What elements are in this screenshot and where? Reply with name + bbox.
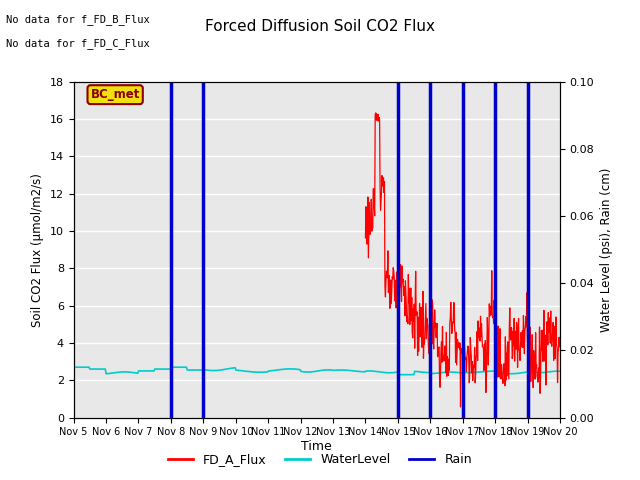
X-axis label: Time: Time (301, 440, 332, 453)
Y-axis label: Soil CO2 Flux (μmol/m2/s): Soil CO2 Flux (μmol/m2/s) (31, 173, 44, 326)
Text: No data for f_FD_B_Flux: No data for f_FD_B_Flux (6, 14, 150, 25)
Text: BC_met: BC_met (90, 88, 140, 101)
Legend: FD_A_Flux, WaterLevel, Rain: FD_A_Flux, WaterLevel, Rain (163, 448, 477, 471)
Text: No data for f_FD_C_Flux: No data for f_FD_C_Flux (6, 38, 150, 49)
Y-axis label: Water Level (psi), Rain (cm): Water Level (psi), Rain (cm) (600, 168, 613, 332)
Text: Forced Diffusion Soil CO2 Flux: Forced Diffusion Soil CO2 Flux (205, 19, 435, 34)
